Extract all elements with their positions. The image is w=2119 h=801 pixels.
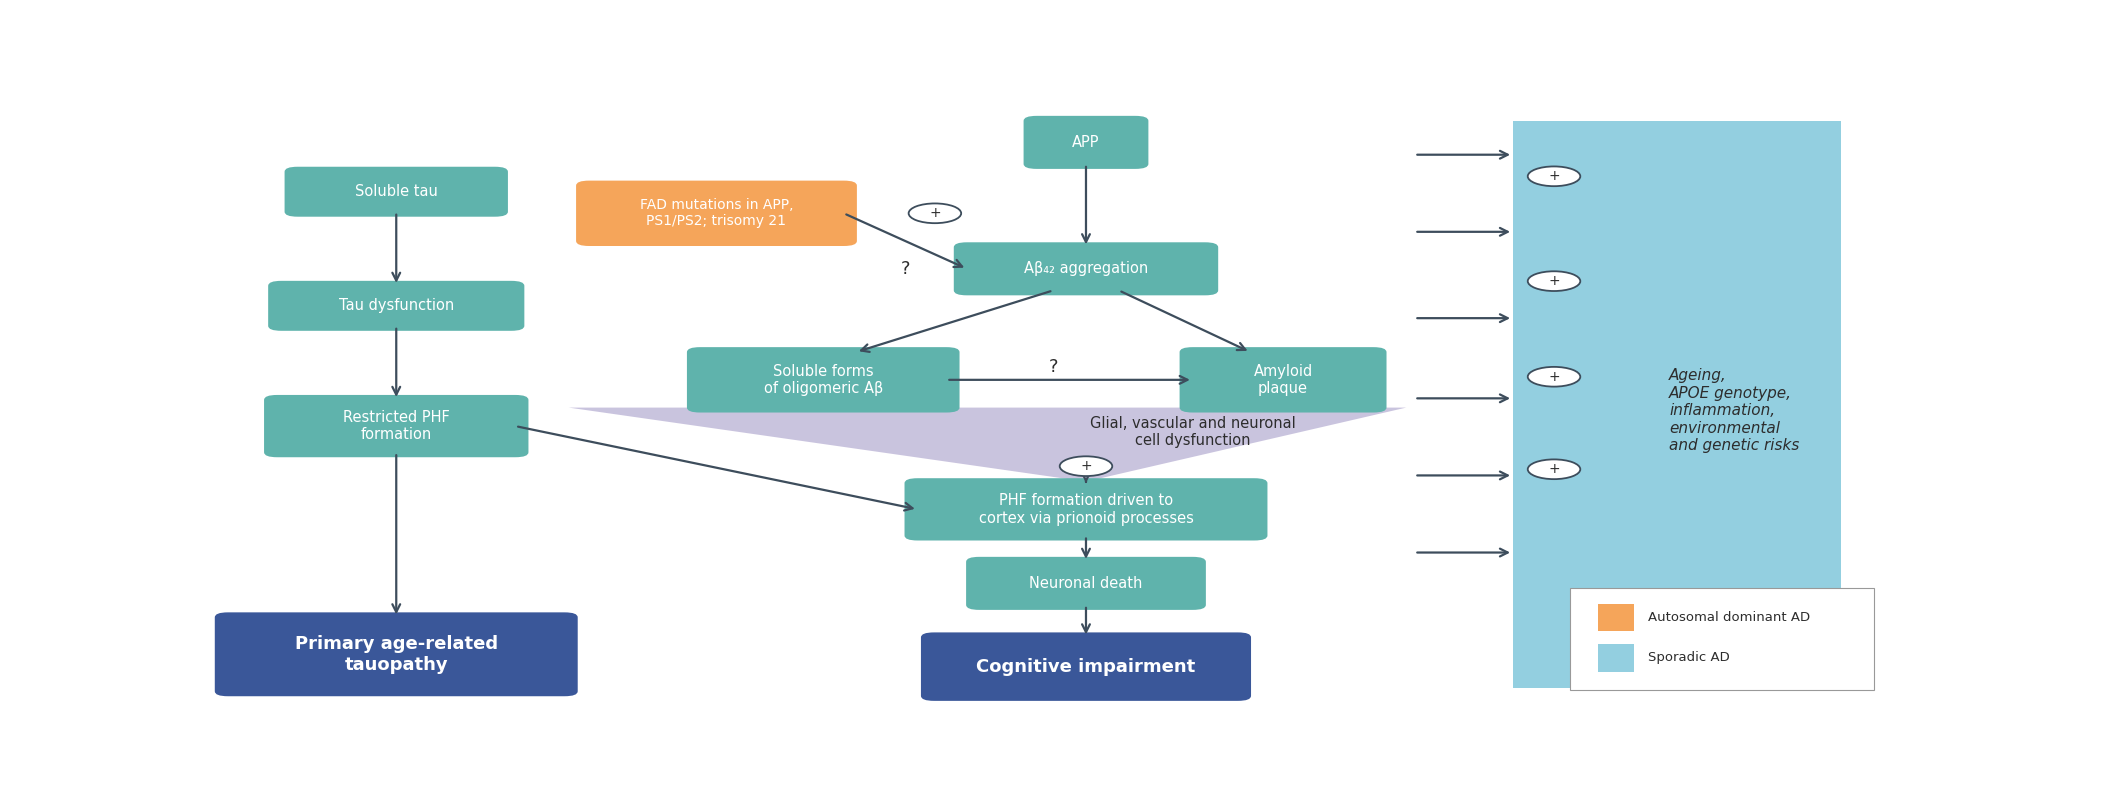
FancyBboxPatch shape [214, 612, 578, 696]
Text: Sporadic AD: Sporadic AD [1649, 651, 1729, 664]
Text: FAD mutations in APP,
PS1/PS2; trisomy 21: FAD mutations in APP, PS1/PS2; trisomy 2… [640, 198, 793, 228]
Circle shape [1060, 457, 1112, 476]
Text: Cognitive impairment: Cognitive impairment [977, 658, 1195, 675]
Text: Autosomal dominant AD: Autosomal dominant AD [1649, 611, 1810, 624]
FancyBboxPatch shape [1598, 644, 1634, 671]
Text: Amyloid
plaque: Amyloid plaque [1254, 364, 1312, 396]
Text: Glial, vascular and neuronal
cell dysfunction: Glial, vascular and neuronal cell dysfun… [1089, 416, 1295, 449]
FancyBboxPatch shape [966, 557, 1206, 610]
Text: +: + [1081, 459, 1091, 473]
Text: +: + [1549, 370, 1560, 384]
FancyBboxPatch shape [954, 242, 1218, 296]
Circle shape [1528, 272, 1581, 291]
FancyBboxPatch shape [1598, 604, 1634, 631]
Text: Aβ₄₂ aggregation: Aβ₄₂ aggregation [1023, 261, 1148, 276]
Circle shape [1528, 367, 1581, 387]
Circle shape [1528, 167, 1581, 186]
FancyBboxPatch shape [265, 395, 528, 457]
Text: Restricted PHF
formation: Restricted PHF formation [343, 410, 449, 442]
FancyBboxPatch shape [269, 281, 523, 331]
Text: +: + [1549, 169, 1560, 183]
FancyBboxPatch shape [284, 167, 509, 217]
Text: Soluble tau: Soluble tau [354, 184, 439, 199]
FancyBboxPatch shape [905, 478, 1267, 541]
Circle shape [909, 203, 962, 223]
Circle shape [1528, 460, 1581, 479]
Text: +: + [1549, 462, 1560, 477]
Polygon shape [568, 408, 1407, 481]
Text: ?: ? [901, 260, 909, 278]
FancyBboxPatch shape [1513, 121, 1841, 688]
Text: +: + [1549, 274, 1560, 288]
Text: +: + [928, 207, 941, 220]
Text: Primary age-related
tauopathy: Primary age-related tauopathy [295, 635, 498, 674]
Text: ?: ? [1049, 359, 1057, 376]
Text: Tau dysfunction: Tau dysfunction [339, 298, 453, 313]
Text: PHF formation driven to
cortex via prionoid processes: PHF formation driven to cortex via prion… [979, 493, 1193, 525]
FancyBboxPatch shape [922, 633, 1250, 701]
Text: APP: APP [1072, 135, 1100, 150]
FancyBboxPatch shape [687, 347, 960, 413]
Text: Neuronal death: Neuronal death [1030, 576, 1142, 591]
FancyBboxPatch shape [576, 180, 856, 246]
FancyBboxPatch shape [1570, 588, 1875, 690]
Text: Ageing,
APOE genotype,
inflammation,
environmental
and genetic risks: Ageing, APOE genotype, inflammation, env… [1670, 368, 1799, 453]
FancyBboxPatch shape [1023, 116, 1148, 169]
FancyBboxPatch shape [1180, 347, 1386, 413]
Text: Soluble forms
of oligomeric Aβ: Soluble forms of oligomeric Aβ [763, 364, 884, 396]
